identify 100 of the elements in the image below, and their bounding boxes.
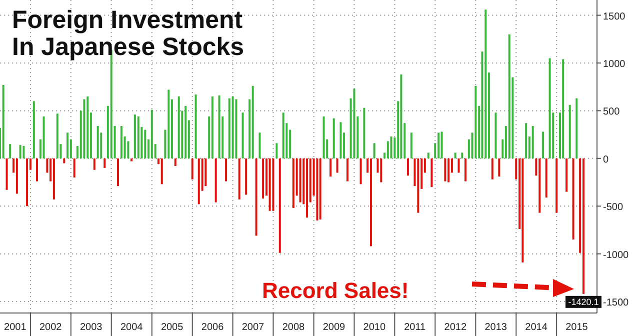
bar bbox=[330, 158, 332, 177]
y-tick-label: 0 bbox=[603, 154, 609, 166]
annotation: Record Sales! bbox=[262, 278, 409, 303]
y-tick-label: 500 bbox=[603, 106, 620, 118]
bar bbox=[228, 98, 230, 158]
bar bbox=[390, 136, 392, 158]
bar bbox=[238, 158, 240, 200]
bar bbox=[178, 96, 180, 158]
bar bbox=[120, 126, 122, 158]
x-tick-label: 2004 bbox=[120, 322, 144, 333]
bar bbox=[373, 143, 376, 158]
bar bbox=[458, 158, 460, 173]
x-tick-label: 2015 bbox=[566, 322, 588, 333]
bar bbox=[214, 158, 217, 202]
bar bbox=[168, 90, 170, 158]
bar bbox=[363, 108, 366, 158]
x-tick-label: 2002 bbox=[40, 322, 62, 333]
bar bbox=[9, 144, 12, 158]
x-tick-label: 2008 bbox=[282, 322, 306, 333]
y-tick-label: -1500 bbox=[603, 298, 630, 309]
bar bbox=[211, 96, 214, 158]
bar bbox=[26, 158, 28, 206]
y-tick-label: -1000 bbox=[603, 250, 630, 261]
bar bbox=[134, 114, 136, 158]
x-tick-label: 2006 bbox=[201, 322, 224, 333]
bar bbox=[252, 86, 254, 158]
x-tick-label: 2007 bbox=[242, 322, 265, 333]
bar bbox=[242, 112, 244, 158]
bar bbox=[73, 158, 76, 178]
bar bbox=[96, 126, 99, 158]
bar bbox=[19, 145, 22, 158]
bar bbox=[137, 116, 140, 158]
x-tick-label: 2001 bbox=[4, 322, 27, 333]
bar bbox=[491, 158, 494, 180]
x-tick-label: 2014 bbox=[525, 322, 548, 333]
bar bbox=[336, 158, 338, 173]
bar bbox=[306, 158, 308, 218]
bar bbox=[32, 101, 35, 158]
bar bbox=[319, 158, 322, 220]
bar bbox=[566, 158, 568, 192]
bar bbox=[42, 116, 45, 158]
bar bbox=[174, 158, 176, 166]
bar bbox=[454, 152, 456, 158]
bar bbox=[400, 74, 402, 158]
bar bbox=[232, 96, 234, 158]
bar bbox=[194, 94, 197, 158]
bar bbox=[444, 158, 446, 182]
bar bbox=[292, 158, 294, 208]
bar bbox=[150, 110, 153, 158]
bar bbox=[448, 158, 450, 182]
y-tick-label: 1500 bbox=[603, 11, 626, 22]
data-label: -1420.1 bbox=[568, 296, 599, 307]
bar bbox=[63, 158, 66, 164]
bar bbox=[160, 158, 163, 184]
x-tick-label: 2005 bbox=[160, 322, 184, 333]
bar bbox=[532, 126, 534, 158]
bar bbox=[406, 158, 409, 176]
bar bbox=[340, 122, 342, 158]
bar bbox=[184, 106, 187, 158]
bar bbox=[562, 59, 564, 158]
bar bbox=[582, 158, 584, 294]
bar bbox=[86, 96, 89, 158]
bar bbox=[66, 132, 68, 158]
bar bbox=[410, 132, 412, 158]
bar bbox=[525, 123, 528, 158]
bar bbox=[548, 58, 551, 158]
bar bbox=[508, 34, 510, 158]
bar bbox=[542, 132, 544, 158]
bar bbox=[427, 152, 430, 158]
bar bbox=[278, 158, 281, 253]
bar bbox=[22, 146, 25, 158]
bar bbox=[144, 130, 146, 158]
bar bbox=[235, 99, 238, 158]
bar bbox=[353, 88, 356, 158]
y-tick-label: -500 bbox=[603, 202, 624, 214]
x-tick-label: 2009 bbox=[322, 322, 346, 333]
bar bbox=[494, 112, 497, 158]
bar bbox=[461, 152, 464, 158]
bar bbox=[2, 84, 4, 158]
bar bbox=[276, 143, 278, 158]
bar bbox=[360, 158, 362, 184]
bar bbox=[272, 158, 274, 211]
bar bbox=[332, 118, 335, 158]
x-tick-label: 2003 bbox=[80, 322, 103, 333]
bar bbox=[380, 158, 382, 182]
bar bbox=[498, 158, 500, 177]
bar bbox=[130, 158, 133, 162]
bar bbox=[430, 158, 433, 188]
bar bbox=[484, 10, 487, 158]
x-tick-label: 2010 bbox=[363, 322, 386, 333]
bar bbox=[299, 158, 302, 202]
bar bbox=[322, 116, 325, 158]
bar bbox=[83, 99, 86, 158]
bar bbox=[440, 132, 443, 158]
bar bbox=[474, 86, 477, 158]
bar bbox=[191, 158, 194, 180]
bar bbox=[438, 132, 440, 158]
bar bbox=[346, 158, 348, 182]
bar bbox=[255, 158, 258, 236]
bar bbox=[245, 158, 248, 195]
